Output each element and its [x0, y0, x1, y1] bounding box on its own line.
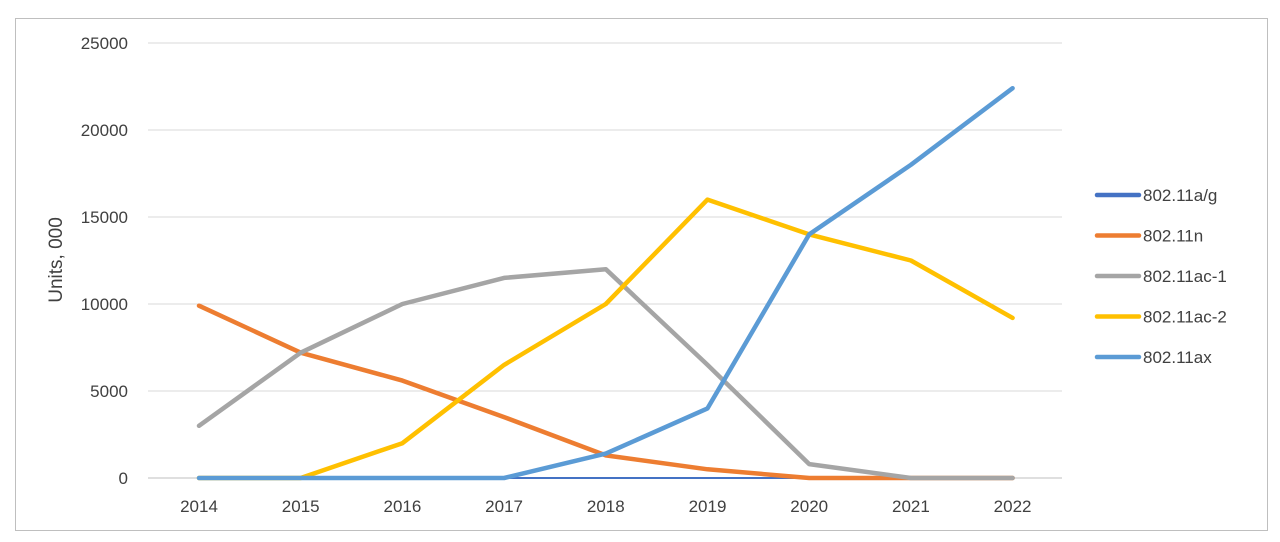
series-line-802-11ax — [196, 85, 1015, 481]
legend-label: 802.11a/g — [1143, 186, 1217, 205]
x-tick-label: 2018 — [587, 497, 625, 516]
x-tick-label: 2015 — [282, 497, 320, 516]
y-tick-label: 0 — [119, 469, 128, 488]
legend-label: 802.11ac-1 — [1143, 267, 1227, 286]
y-axis-title: Units, 000 — [46, 217, 67, 303]
legend-label: 802.11ax — [1143, 348, 1212, 367]
gridlines — [148, 42, 1062, 479]
x-tick-label: 2019 — [689, 497, 727, 516]
y-tick-label: 10000 — [81, 295, 128, 314]
x-tick-label: 2014 — [180, 497, 218, 516]
y-tick-label: 15000 — [81, 208, 128, 227]
series-lines — [196, 85, 1015, 481]
chart-frame — [15, 18, 1268, 531]
x-tick-label: 2017 — [485, 497, 523, 516]
legend-label: 802.11ac-2 — [1143, 308, 1227, 327]
x-tick-label: 2020 — [790, 497, 828, 516]
x-tick-label: 2022 — [994, 497, 1032, 516]
axes: 0 5000 10000 15000 20000 25000 2014 2015 2016 201… — [81, 34, 1032, 516]
y-tick-label: 5000 — [90, 382, 128, 401]
x-tick-label: 2016 — [383, 497, 421, 516]
legend-label: 802.11n — [1143, 227, 1203, 246]
legend: 802.11a/g 802.11n 802.11ac-1 802.11ac-2 802.… — [1094, 186, 1227, 367]
y-tick-label: 20000 — [81, 121, 128, 140]
series-line-802-11ac-2 — [196, 197, 1015, 481]
x-tick-label: 2021 — [892, 497, 930, 516]
series-line-802-11ac-1 — [196, 266, 1015, 481]
y-tick-label: 25000 — [81, 34, 128, 53]
